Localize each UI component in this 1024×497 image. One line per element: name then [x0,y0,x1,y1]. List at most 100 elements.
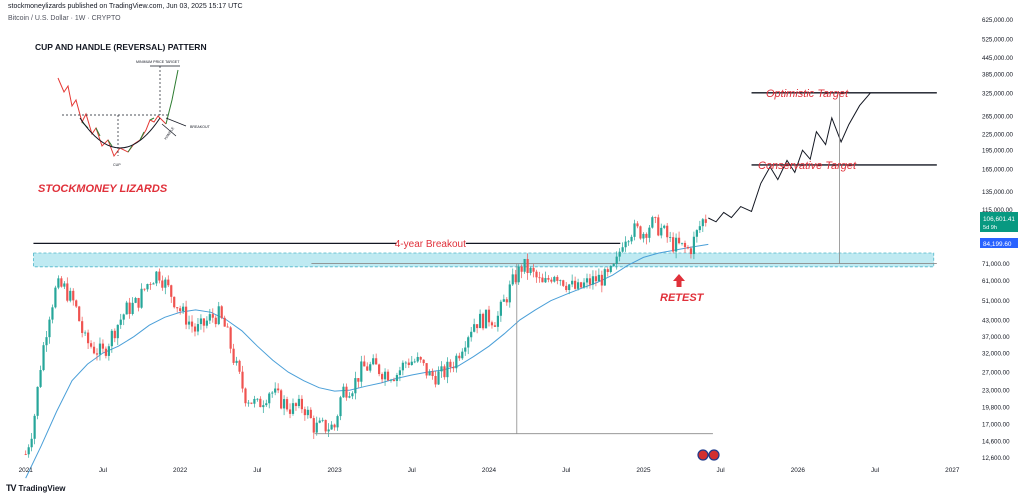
candle-body [63,283,66,287]
candle-body [140,288,143,308]
candle-body [24,454,27,455]
candle-body [128,302,131,314]
candle-body [164,279,167,288]
candle-body [66,283,69,301]
candle-body [505,299,508,303]
y-tick-label: 195,000.00 [982,148,1014,155]
candle-body [594,276,598,282]
candle-body [476,324,479,329]
candle-body [271,392,274,394]
candle-body [241,371,244,389]
candle-body [155,271,158,284]
candle-body [193,326,197,332]
candle-body [502,299,505,302]
candle-body [538,277,541,279]
candle-body [407,362,410,366]
candle-body [579,282,583,288]
candle-body [84,332,87,334]
candle-body [612,264,615,266]
candle-body [256,398,259,400]
candle-body [440,366,443,372]
y-tick-label: 23,000.00 [982,388,1010,395]
candle-body [345,386,348,398]
retest-label: RETEST [660,292,705,304]
inset-min-price-label: MINIMUM PRICE TARGET [136,60,180,64]
candle-body [481,313,485,329]
candle-body [205,320,208,326]
candle-body [550,279,553,282]
candle-body [348,396,351,398]
candle-body [434,375,437,385]
candle-body [458,355,461,359]
candle-body [306,409,309,416]
candle-body [461,351,464,359]
candle-body [686,247,690,249]
countdown-value: 5d 9h [983,225,997,231]
y-tick-label: 32,000.00 [982,351,1010,358]
x-tick-label: Jul [717,467,725,474]
candle-body [657,217,660,236]
y-tick-label: 525,000.00 [982,37,1014,44]
us-flag-icon[interactable] [697,449,709,461]
candle-body [413,361,416,363]
candle-body [143,288,146,290]
candle-body [303,409,306,416]
event-flag-icons[interactable] [697,449,720,461]
candle-body [386,371,390,381]
candle-body [395,375,399,381]
candle-body [380,374,384,380]
candle-body [455,355,458,369]
y-tick-label: 265,000.00 [982,113,1014,120]
candle-body [39,370,42,387]
x-tick-label: 2023 [327,467,342,474]
candle-body [134,297,137,303]
inset-cup-curve [79,117,161,149]
candle-body [508,284,511,303]
candle-body [410,361,413,366]
inset-cup-green [81,69,179,153]
candle-body [529,267,532,273]
y-tick-label: 165,000.00 [982,166,1014,173]
candle-body [648,227,651,238]
tradingview-footer[interactable]: TV TradingView [6,483,66,493]
candle-body [294,403,298,407]
candle-body [535,271,538,278]
us-flag-icon[interactable] [708,449,720,461]
candle-body [104,348,108,356]
tradingview-brand: TradingView [18,483,66,493]
y-tick-label: 135,000.00 [982,189,1014,196]
candle-body [600,274,603,286]
candle-body [161,280,164,288]
tradingview-logo-icon: TV [6,483,16,493]
candle-body [309,409,312,419]
candle-body [630,236,633,242]
candle-body [378,364,381,375]
candle-body [54,287,57,308]
candle-body [556,276,559,281]
candle-body [253,398,256,404]
candle-body [446,361,449,378]
candle-body [618,251,621,257]
candle-body [119,319,122,325]
y-tick-label: 37,000.00 [982,334,1010,341]
candle-body [274,388,277,393]
candle-body [606,269,609,273]
candle-body [449,361,452,368]
y-tick-label: 51,000.00 [982,298,1010,305]
candle-body [383,371,387,380]
candle-body [282,399,286,409]
candle-body [324,419,327,432]
candle-body [597,274,600,282]
cup-handle-inset: CUP AND HANDLE (REVERSAL) PATTERN MINIMU… [35,42,211,167]
candle-body [428,371,431,376]
candle-body [642,233,645,239]
candle-body [277,388,280,391]
candle-body [452,367,455,369]
candle-body [110,330,113,347]
ma-value: 84,199.60 [983,241,1012,248]
candle-body [107,346,110,356]
candle-body [312,418,315,433]
candle-body [520,266,523,272]
candle-body [232,348,235,363]
